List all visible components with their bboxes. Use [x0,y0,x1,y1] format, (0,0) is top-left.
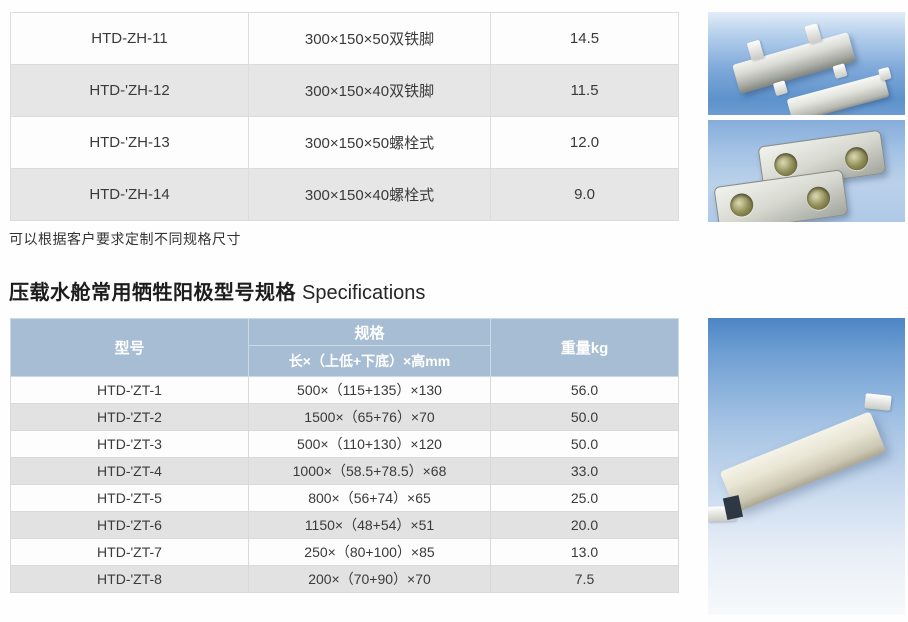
weight-cell: 7.5 [490,565,679,593]
table-row: HTD-'ZH-13 300×150×50螺栓式 12.0 [10,116,679,169]
bolt-recess [805,185,832,212]
table-row: HTD-'ZT-4 1000×（58.5+78.5）×68 33.0 [10,457,679,485]
weight-cell: 11.5 [490,64,679,117]
spec-cell: 300×150×40螺栓式 [248,168,491,221]
col-header-weight: 重量kg [490,318,679,377]
col-header-model: 型号 [10,318,249,377]
model-cell: HTD-'ZT-5 [10,484,249,512]
spec-cell: 300×150×50螺栓式 [248,116,491,169]
table-row: HTD-'ZT-6 1150×（48+54）×51 20.0 [10,511,679,539]
custom-size-note: 可以根据客户要求定制不同规格尺寸 [9,231,241,247]
bolt-recess [772,151,799,178]
product-photo-double-iron-feet-anodes [708,12,905,115]
spec-cell: 300×150×50双铁脚 [248,12,491,65]
anode-foot [878,66,892,82]
spec-cell: 300×150×40双铁脚 [248,64,491,117]
spec-cell: 250×（80+100）×85 [248,538,491,566]
bolt-recess [843,145,870,172]
spec-cell: 1500×（65+76）×70 [248,403,491,431]
anode-steel-core [722,495,744,520]
section-title-en: Specifications [302,282,426,304]
weight-cell: 50.0 [490,430,679,458]
weight-cell: 12.0 [490,116,679,169]
col-header-spec: 规格 [248,318,491,346]
zt-anode-spec-table: 型号 规格 重量kg 长×（上低+下底）×高mm HTD-'ZT-1 500×（… [10,318,679,593]
weight-cell: 56.0 [490,376,679,404]
header-subrow: 长×（上低+下底）×高mm [11,345,679,377]
weight-cell: 25.0 [490,484,679,512]
model-cell: HTD-'ZT-1 [10,376,249,404]
anode-foot [804,23,822,45]
anode-shape [708,393,892,522]
spec-cell: 500×（115+135）×130 [248,376,491,404]
anode-shape [786,66,892,115]
table-row: HTD-'ZT-8 200×（70+90）×70 7.5 [10,565,679,593]
table-row: HTD-ZH-11 300×150×50双铁脚 14.5 [10,12,679,65]
model-cell: HTD-ZH-11 [10,12,249,65]
table-row: HTD-'ZH-14 300×150×40螺栓式 9.0 [10,168,679,221]
model-cell: HTD-'ZH-14 [10,168,249,221]
spec-cell: 500×（110+130）×120 [248,430,491,458]
anode-foot [746,39,765,61]
model-cell: HTD-'ZH-13 [10,116,249,169]
spec-cell: 1000×（58.5+78.5）×68 [248,457,491,485]
table-row: HTD-'ZT-2 1500×（65+76）×70 50.0 [10,403,679,431]
spec-cell: 1150×（48+54）×51 [248,511,491,539]
weight-cell: 9.0 [490,168,679,221]
weight-cell: 14.5 [490,12,679,65]
spec-cell: 200×（70+90）×70 [248,565,491,593]
anode-shape [713,169,849,222]
weight-cell: 33.0 [490,457,679,485]
model-cell: HTD-'ZT-3 [10,430,249,458]
header-row: 型号 规格 重量kg [10,318,679,377]
model-cell: HTD-'ZH-12 [10,64,249,117]
model-cell: HTD-'ZT-6 [10,511,249,539]
anode-foot [832,63,848,80]
section-title-zh: 压载水舱常用牺牲阳极型号规格 [9,282,296,304]
section-title: 压载水舱常用牺牲阳极型号规格 Specifications [9,276,425,305]
zh-anode-spec-table: HTD-ZH-11 300×150×50双铁脚 14.5 HTD-'ZH-12 … [10,12,679,221]
model-cell: HTD-'ZT-4 [10,457,249,485]
weight-cell: 13.0 [490,538,679,566]
anode-strap [864,393,892,411]
col-header-spec-formula: 长×（上低+下底）×高mm [248,345,491,377]
product-photo-bolt-type-anodes [708,120,905,222]
weight-cell: 20.0 [490,511,679,539]
model-cell: HTD-'ZT-2 [10,403,249,431]
table-row: HTD-'ZT-7 250×（80+100）×85 13.0 [10,538,679,566]
anode-foot [772,80,788,97]
table-row: HTD-'ZT-3 500×（110+130）×120 50.0 [10,430,679,458]
table-row: HTD-'ZT-5 800×（56+74）×65 25.0 [10,484,679,512]
table-row: HTD-'ZT-1 500×（115+135）×130 56.0 [10,376,679,404]
model-cell: HTD-'ZT-7 [10,538,249,566]
product-photo-ballast-tank-anode [708,318,905,615]
model-cell: HTD-'ZT-8 [10,565,249,593]
spec-cell: 800×（56+74）×65 [248,484,491,512]
weight-cell: 50.0 [490,403,679,431]
table-row: HTD-'ZH-12 300×150×40双铁脚 11.5 [10,64,679,117]
bolt-recess [728,192,755,219]
